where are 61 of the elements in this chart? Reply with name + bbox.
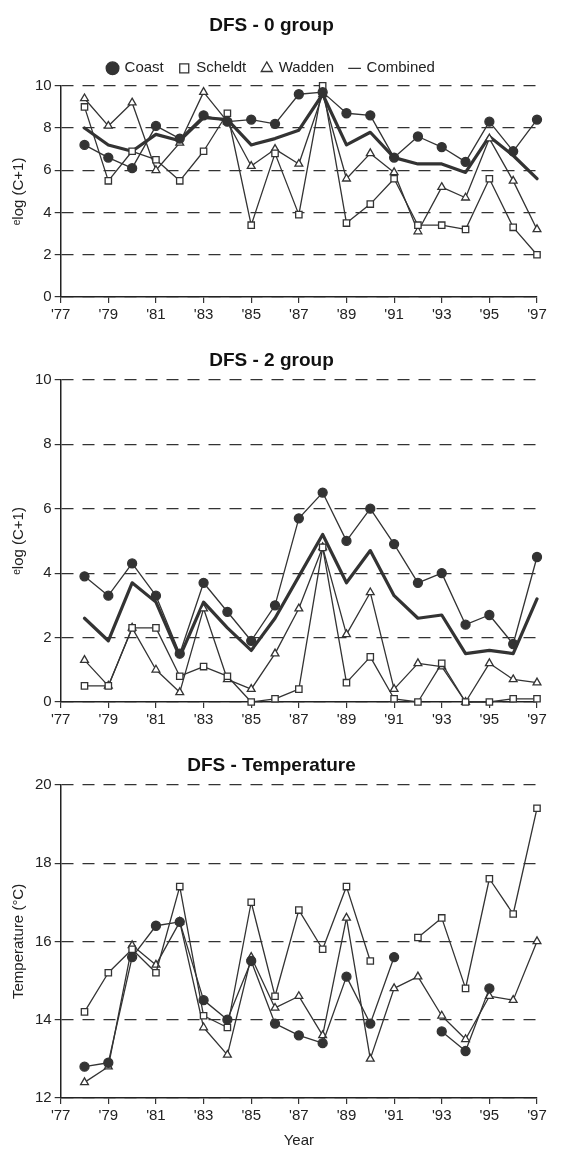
x-tick-label: '79 [98, 305, 119, 323]
x-tick-label: '97 [527, 1106, 547, 1124]
x-tick-label: '97 [527, 710, 547, 728]
x-tick-label: '89 [336, 710, 357, 728]
x-tick-label: '91 [384, 1106, 404, 1124]
y-tick-label: 6 [43, 160, 52, 178]
x-tick-label: '95 [479, 1106, 500, 1124]
y-tick-label: 6 [43, 498, 52, 516]
x-tick-label: '91 [384, 710, 404, 728]
x-tick-label: '93 [431, 710, 452, 728]
x-tick-label: '87 [289, 1106, 309, 1124]
x-tick-label: '97 [527, 305, 547, 323]
x-axis-title: Year [283, 1131, 314, 1149]
legend-label: Wadden [278, 58, 335, 76]
x-tick-label: '79 [98, 1106, 119, 1124]
y-tick-label: 0 [43, 692, 52, 710]
chart-title: DFS - Temperature [187, 753, 356, 775]
x-tick-label: '89 [336, 305, 357, 323]
y-tick-label: 2 [43, 244, 52, 262]
x-tick-label: '95 [479, 710, 500, 728]
y-axis-title: ᵉlog (C+1) [9, 157, 27, 226]
x-tick-label: '77 [50, 305, 71, 323]
x-tick-label: '77 [50, 710, 71, 728]
x-tick-label: '81 [146, 305, 166, 323]
x-tick-label: '93 [431, 305, 452, 323]
chart-title: DFS - 0 group [209, 13, 334, 35]
legend-label: Combined [366, 58, 435, 76]
x-tick-label: '87 [289, 305, 309, 323]
y-axis-title: Temperature (°C) [9, 883, 27, 999]
x-tick-label: '93 [431, 1106, 452, 1124]
y-tick-label: 4 [43, 202, 52, 220]
y-tick-label: 16 [35, 931, 52, 949]
y-tick-label: 0 [43, 287, 52, 305]
x-tick-label: '87 [289, 710, 309, 728]
x-tick-label: '77 [50, 1106, 71, 1124]
x-tick-label: '81 [146, 1106, 166, 1124]
legend-label: Coast [124, 58, 165, 76]
y-tick-label: 8 [43, 118, 52, 136]
x-tick-label: '85 [241, 1106, 261, 1124]
x-tick-label: '91 [384, 305, 404, 323]
x-tick-label: '85 [241, 305, 261, 323]
x-tick-label: '79 [98, 710, 119, 728]
x-tick-label: '83 [193, 1106, 214, 1124]
x-tick-label: '83 [193, 710, 214, 728]
legend-label: Scheldt [196, 58, 248, 76]
x-tick-label: '95 [479, 305, 500, 323]
y-axis-title: ᵉlog (C+1) [9, 507, 27, 575]
x-tick-label: '85 [241, 710, 261, 728]
x-tick-label: '83 [193, 305, 214, 323]
x-tick-label: '81 [146, 710, 166, 728]
y-tick-label: 18 [35, 853, 52, 871]
y-tick-label: 2 [43, 627, 52, 645]
y-tick-label: 20 [35, 774, 52, 792]
y-tick-label: 10 [35, 75, 52, 93]
y-tick-label: 4 [43, 563, 52, 581]
y-tick-label: 12 [35, 1088, 52, 1106]
chart-title: DFS - 2 group [209, 348, 334, 370]
x-tick-label: '89 [336, 1106, 357, 1124]
y-tick-label: 8 [43, 434, 52, 452]
y-tick-label: 10 [35, 369, 52, 387]
y-tick-label: 14 [35, 1009, 52, 1027]
